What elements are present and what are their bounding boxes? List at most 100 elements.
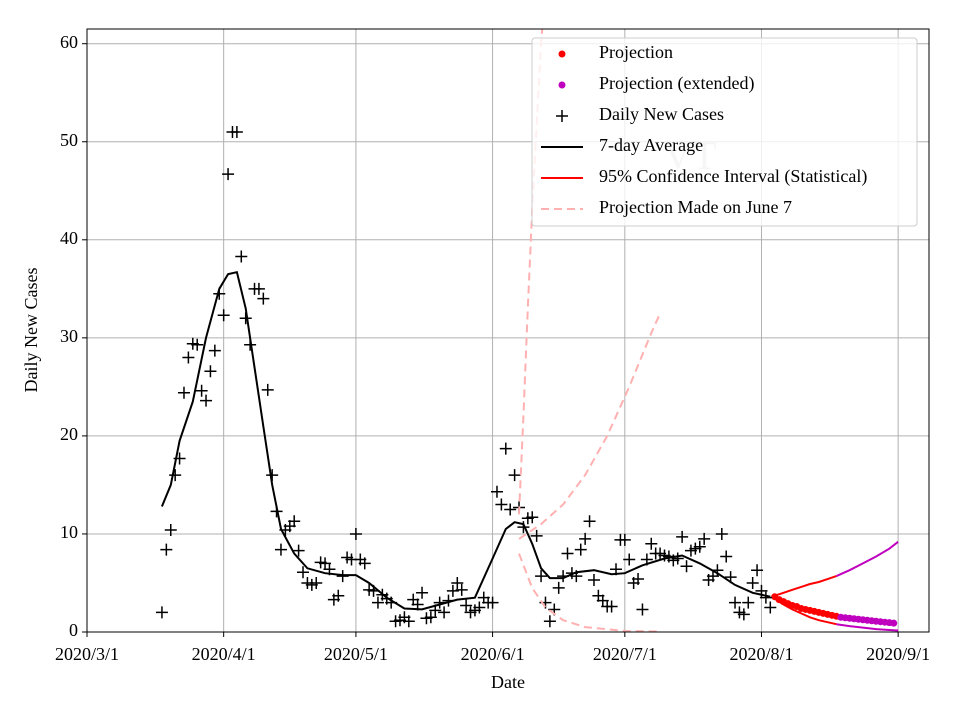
cross-marker (402, 615, 415, 628)
cross-marker (155, 606, 168, 619)
cross-marker (164, 524, 177, 537)
ci-lower (836, 623, 899, 632)
cross-marker (508, 469, 521, 482)
cross-marker (230, 125, 243, 138)
cross-marker (416, 586, 429, 599)
cross-marker (195, 384, 208, 397)
cross-marker (583, 515, 596, 528)
legend-box (531, 37, 918, 227)
legend-marker (556, 110, 568, 122)
cross-marker (636, 603, 649, 616)
legend-marker (558, 50, 566, 58)
legend-label: 95% Confidence Interval (Statistical) (599, 166, 867, 187)
ticks: 2020/3/1 2020/4/1 2020/5/1 2020/6/1 2020/7/1… (55, 32, 930, 664)
legend-label: 7-day Average (599, 135, 703, 155)
projection-dot (890, 619, 898, 627)
cross-marker (751, 564, 764, 577)
cross-marker (160, 543, 173, 556)
cross-marker (455, 583, 468, 596)
cross-marker (574, 543, 587, 556)
cross-marker (349, 527, 362, 540)
cross-marker (676, 530, 689, 543)
cross-marker (764, 601, 777, 614)
x-axis-label: Date (491, 672, 525, 692)
cross-marker (288, 515, 301, 528)
cross-marker (446, 584, 459, 597)
cross-marker (182, 351, 195, 364)
x-tick-label: 2020/8/1 (729, 644, 793, 664)
x-tick-label: 2020/6/1 (461, 644, 525, 664)
ci-upper (774, 575, 837, 597)
projection-line (518, 312, 662, 540)
legend: Projection Projection (extended) Daily New… (531, 37, 918, 227)
cross-marker (438, 606, 451, 619)
cross-marker (332, 589, 345, 602)
y-axis-label: Daily New Cases (21, 268, 41, 393)
cross-marker (235, 250, 248, 263)
average-line (160, 271, 771, 611)
cross-marker (200, 394, 213, 407)
x-tick-label: 2020/5/1 (324, 644, 388, 664)
cross-marker (632, 573, 645, 586)
y-tick-label: 20 (60, 424, 78, 444)
x-tick-label: 2020/4/1 (192, 644, 256, 664)
cross-marker (473, 601, 486, 614)
cross-marker (490, 485, 503, 498)
y-tick-label: 60 (60, 32, 78, 52)
legend-label: Daily New Cases (599, 104, 724, 124)
cross-marker (208, 344, 221, 357)
cross-marker (759, 591, 772, 604)
x-tick-label: 2020/3/1 (55, 644, 119, 664)
cross-marker (543, 615, 556, 628)
cross-marker (222, 168, 235, 181)
legend-label: Projection (599, 42, 673, 62)
cross-marker (499, 442, 512, 455)
cross-marker (535, 570, 548, 583)
cross-marker (605, 600, 618, 613)
y-tick-label: 30 (60, 326, 78, 346)
cross-marker (358, 557, 371, 570)
cross-marker (737, 608, 750, 621)
cross-marker (297, 566, 310, 579)
cross-marker (191, 338, 204, 351)
cross-marker (715, 527, 728, 540)
cross-marker (217, 309, 230, 322)
cross-marker (460, 599, 473, 612)
cross-marker (671, 552, 684, 565)
cross-marker (274, 543, 287, 556)
cross-marker (424, 611, 437, 624)
cross-marker (623, 553, 636, 566)
cross-marker (552, 581, 565, 594)
ci-upper (835, 541, 899, 578)
y-tick-label: 50 (60, 130, 78, 150)
cross-marker (451, 576, 464, 589)
legend-marker (558, 81, 566, 89)
cross-marker (618, 533, 631, 546)
cross-marker (371, 596, 384, 609)
x-tick-label: 2020/7/1 (593, 644, 657, 664)
cross-marker (169, 469, 182, 482)
cross-marker (729, 596, 742, 609)
cross-marker (561, 547, 574, 560)
cross-marker (310, 576, 323, 589)
y-tick-label: 0 (69, 620, 78, 640)
cross-marker (693, 540, 706, 553)
cross-marker (504, 503, 517, 516)
cross-marker (587, 574, 600, 587)
cross-marker (645, 537, 658, 550)
legend-label: Projection (extended) (599, 73, 754, 94)
cross-marker (495, 498, 508, 511)
cross-marker (177, 386, 190, 399)
cross-marker (204, 365, 217, 378)
cross-marker (698, 532, 711, 545)
cross-marker (579, 532, 592, 545)
x-tick-label: 2020/9/1 (866, 644, 930, 664)
cross-marker (746, 576, 759, 589)
y-tick-label: 10 (60, 522, 78, 542)
y-tick-label: 40 (60, 228, 78, 248)
projection-line (518, 553, 661, 632)
cross-marker (336, 570, 349, 583)
ci-lower (774, 597, 837, 626)
cross-marker (257, 292, 270, 305)
